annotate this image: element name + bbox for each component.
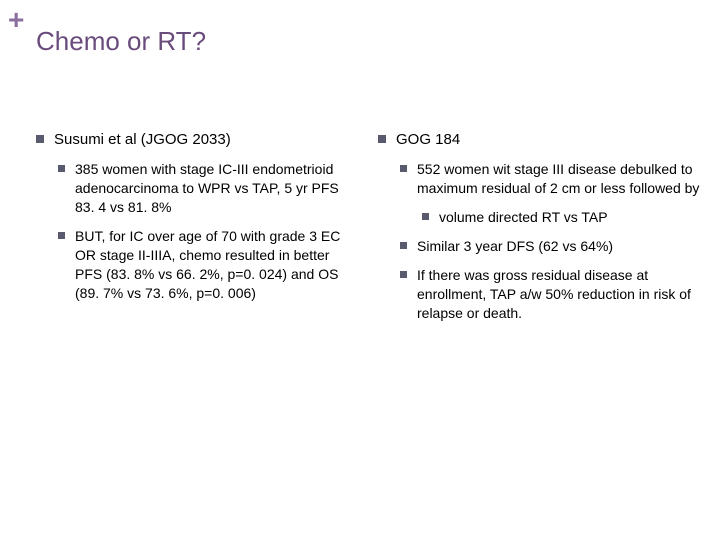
right-heading-row: GOG 184: [378, 130, 700, 150]
square-bullet-icon: [400, 242, 407, 249]
plus-icon: +: [8, 6, 24, 34]
list-item: volume directed RT vs TAP: [422, 208, 700, 227]
left-column: Susumi et al (JGOG 2033) 385 women with …: [36, 130, 358, 332]
square-bullet-icon: [400, 271, 407, 278]
right-item-1: Similar 3 year DFS (62 vs 64%): [417, 237, 613, 256]
square-bullet-icon: [58, 165, 65, 172]
right-column: GOG 184 552 women wit stage III disease …: [378, 130, 700, 332]
right-item-0: 552 women wit stage III disease debulked…: [417, 160, 700, 198]
square-bullet-icon: [400, 165, 407, 172]
left-heading-row: Susumi et al (JGOG 2033): [36, 130, 358, 150]
left-item-0: 385 women with stage IC-III endometrioid…: [75, 160, 358, 217]
left-item-1: BUT, for IC over age of 70 with grade 3 …: [75, 227, 358, 303]
list-item: BUT, for IC over age of 70 with grade 3 …: [58, 227, 358, 303]
right-item-0-sub-0: volume directed RT vs TAP: [439, 208, 608, 227]
list-item: 385 women with stage IC-III endometrioid…: [58, 160, 358, 217]
content-area: Susumi et al (JGOG 2033) 385 women with …: [36, 130, 700, 332]
square-bullet-icon: [58, 232, 65, 239]
square-bullet-icon: [378, 135, 386, 143]
right-sublist: 552 women wit stage III disease debulked…: [400, 160, 700, 322]
right-heading: GOG 184: [396, 130, 460, 150]
square-bullet-icon: [422, 213, 429, 220]
square-bullet-icon: [36, 135, 44, 143]
list-item: 552 women wit stage III disease debulked…: [400, 160, 700, 198]
right-item-2: If there was gross residual disease at e…: [417, 266, 700, 323]
left-heading: Susumi et al (JGOG 2033): [54, 130, 231, 150]
right-subsublist: volume directed RT vs TAP: [422, 208, 700, 227]
list-item: If there was gross residual disease at e…: [400, 266, 700, 323]
slide-title: Chemo or RT?: [36, 26, 206, 57]
left-sublist: 385 women with stage IC-III endometrioid…: [58, 160, 358, 302]
list-item: Similar 3 year DFS (62 vs 64%): [400, 237, 700, 256]
